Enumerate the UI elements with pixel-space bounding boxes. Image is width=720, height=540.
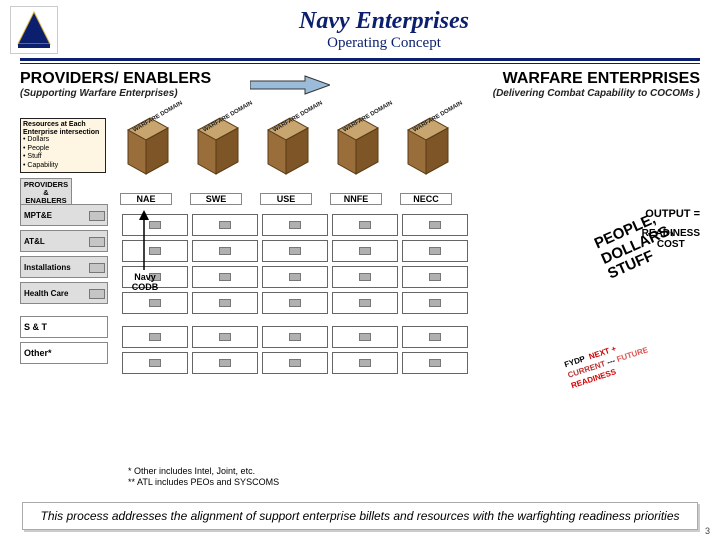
enterprise-label: NECC [400,193,452,205]
resources-item: • Capability [23,162,103,170]
other-row: Other* [20,342,108,364]
right-section-title: WARFARE ENTERPRISES [360,70,700,88]
arrow-icon [250,74,330,101]
diagram: Resources at Each Enterprise intersectio… [20,110,700,482]
provider-row: MPT&E [20,204,108,226]
logo [10,6,58,54]
up-arrow-icon [138,210,150,275]
resources-item: • Dollars [23,136,103,144]
right-section-sub: (Delivering Combat Capability to COCOMs … [360,88,700,99]
page-number: 3 [705,526,710,536]
provider-row: Installations [20,256,108,278]
page-title: Navy Enterprises [58,8,710,35]
enterprise-label: NNFE [330,193,382,205]
content-area: PROVIDERS/ ENABLERS (Supporting Warfare … [20,70,700,482]
resources-list: • Dollars • People • Stuff • Capability [23,136,103,170]
resources-item: • People [23,145,103,153]
footnote: * Other includes Intel, Joint, etc. ** A… [128,466,279,488]
page-subtitle: Operating Concept [58,35,710,52]
resources-item: • Stuff [23,153,103,161]
footer-callout: This process addresses the alignment of … [22,502,698,530]
matrix [120,214,470,378]
enterprise-label: NAE [120,193,172,205]
provider-row: AT&L [20,230,108,252]
resources-box: Resources at Each Enterprise intersectio… [20,118,106,173]
enterprise-label: SWE [190,193,242,205]
header-rule-thin [20,63,700,64]
slide: Navy Enterprises Operating Concept PROVI… [0,0,720,540]
header-rule [20,58,700,61]
s-and-t-row: S & T [20,316,108,338]
time-words: FYDP NEXT + CURRENT --- FUTURE READINESS [563,334,653,392]
provider-rows: MPT&E AT&L Installations Health Care S &… [20,204,108,364]
enterprise-label: USE [260,193,312,205]
provider-row: Health Care [20,282,108,304]
enterprise-cubes: NAE SWE USE NNFE NECC WARFA [120,110,470,200]
section-titles: PROVIDERS/ ENABLERS (Supporting Warfare … [20,70,700,99]
slide-header: Navy Enterprises Operating Concept [0,0,720,60]
resources-title: Resources at Each Enterprise intersectio… [23,121,103,136]
navy-codb-label: Navy CODB [122,272,168,292]
title-block: Navy Enterprises Operating Concept [58,8,710,52]
right-section: WARFARE ENTERPRISES (Delivering Combat C… [360,70,700,99]
